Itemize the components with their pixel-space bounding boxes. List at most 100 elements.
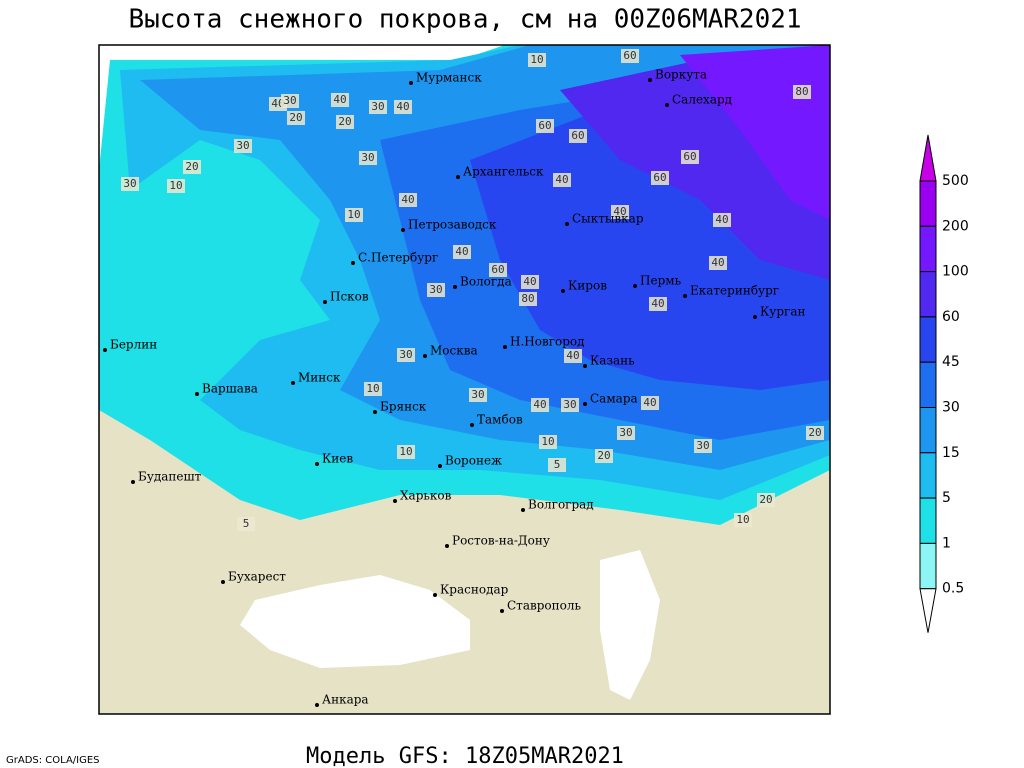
contour-label-box — [569, 129, 587, 143]
city-dot — [393, 499, 397, 503]
contour-label-box — [548, 458, 566, 472]
city-dot — [433, 593, 437, 597]
city-label: Воронеж — [445, 454, 502, 468]
city-label: Вологда — [460, 275, 512, 289]
contour-label: 60 — [653, 171, 666, 184]
contour-label: 10 — [530, 53, 543, 66]
city-dot — [521, 508, 525, 512]
city-dot — [453, 285, 457, 289]
contour-label-box — [694, 439, 712, 453]
city-dot — [445, 544, 449, 548]
contour-label-box — [521, 275, 539, 289]
contour-label-box — [336, 115, 354, 129]
contour-label: 40 — [566, 349, 579, 362]
contour-label-box — [359, 151, 377, 165]
city-dot — [103, 348, 107, 352]
contour-label-box — [399, 193, 417, 207]
city-label: Киров — [568, 279, 607, 293]
city-dot — [633, 284, 637, 288]
colorbar-segment — [919, 225, 937, 273]
city-label: Архангельск — [463, 165, 544, 179]
colorbar-label: 200 — [942, 218, 969, 234]
contour-label-box — [237, 517, 255, 531]
contour-label-box — [397, 445, 415, 459]
contour-label: 5 — [243, 517, 250, 530]
contour-label-box — [536, 119, 554, 133]
contour-label: 40 — [401, 193, 414, 206]
city-label: Волгоград — [528, 498, 594, 512]
snow-100 — [680, 45, 830, 220]
city-label: Казань — [590, 354, 635, 368]
contour-label-box — [345, 208, 363, 222]
colorbar-bottom — [919, 588, 937, 633]
city-dot — [373, 410, 377, 414]
contour-label: 40 — [333, 93, 346, 106]
contour-label: 80 — [795, 85, 808, 98]
contour-label-box — [397, 348, 415, 362]
contour-label-box — [364, 382, 382, 396]
colorbar-label: 5 — [942, 490, 951, 506]
contour-label: 60 — [623, 49, 636, 62]
contour-label-box — [281, 94, 299, 108]
contour-label: 60 — [491, 263, 504, 276]
map-frame — [98, 44, 831, 715]
city-label: Воркута — [655, 68, 707, 82]
city-label: Берлин — [110, 338, 157, 352]
city-dot — [561, 289, 565, 293]
colorbar-label: 60 — [942, 309, 960, 325]
contour-label: 40 — [711, 256, 724, 269]
contour-label: 10 — [736, 513, 749, 526]
contour-label: 40 — [396, 100, 409, 113]
contour-label-box — [453, 245, 471, 259]
title: Высота снежного покрова, см на 00Z06MAR2… — [128, 5, 801, 35]
colorbar-segment — [919, 542, 937, 590]
colorbar-top — [919, 134, 937, 182]
contour-label: 40 — [715, 213, 728, 226]
map: 10 60 40 30 40 30 40 20 20 30 10 30 20 30 40 10 60 60 80 60… — [99, 45, 830, 714]
contour-label: 40 — [651, 297, 664, 310]
contour-label-box — [539, 435, 557, 449]
contour-label-box — [793, 85, 811, 99]
city-label: С.Петербург — [358, 251, 438, 265]
contour-label: 60 — [683, 150, 696, 163]
contour-label: 40 — [455, 245, 468, 258]
colorbar-label: 15 — [942, 445, 960, 461]
colorbar-segment — [919, 452, 937, 499]
contour-label: 60 — [571, 129, 584, 142]
contour-label-box — [167, 179, 185, 193]
contour-label: 30 — [471, 388, 484, 401]
contour-label: 30 — [361, 151, 374, 164]
footer: Модель GFS: 18Z05MAR2021 — [306, 744, 624, 768]
contour-label-box — [611, 205, 629, 219]
city-dot — [565, 222, 569, 226]
contour-label: 30 — [283, 94, 296, 107]
colorbar-segment — [919, 180, 937, 227]
city-dot — [470, 423, 474, 427]
city-dot — [503, 345, 507, 349]
credit: GrADS: COLA/IGES — [6, 755, 100, 766]
city-dot — [401, 228, 405, 232]
contour-label-box — [531, 398, 549, 412]
contour-label-box — [709, 256, 727, 270]
colorbar-segment — [919, 316, 937, 363]
contour-label: 30 — [123, 177, 136, 190]
contour-label: 30 — [619, 426, 632, 439]
contour-label-box — [641, 396, 659, 410]
contour-label: 10 — [366, 382, 379, 395]
contour-label: 40 — [555, 173, 568, 186]
contour-label: 20 — [808, 426, 821, 439]
city-label: Киев — [322, 452, 353, 466]
colorbar-label: 45 — [942, 354, 960, 370]
contour-label: 10 — [347, 208, 360, 221]
contour-label: 20 — [597, 449, 610, 462]
contour-label: 40 — [613, 205, 626, 218]
city-dot — [683, 294, 687, 298]
city-label: Салехард — [672, 93, 732, 107]
contour-label-box — [331, 93, 349, 107]
contour-label-box — [394, 100, 412, 114]
contour-label: 30 — [696, 439, 709, 452]
contour-label-box — [427, 283, 445, 297]
contour-label-box — [553, 173, 571, 187]
city-label: Минск — [298, 371, 341, 385]
